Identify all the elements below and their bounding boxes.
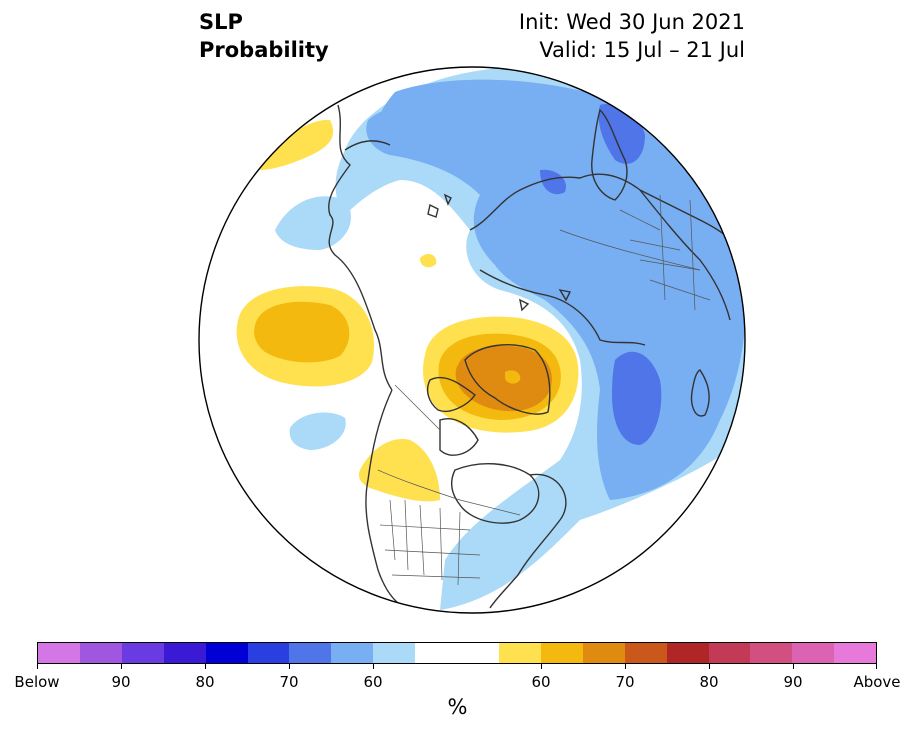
coastline-islands <box>427 193 572 312</box>
colorbar-tick <box>205 663 206 669</box>
border-russia <box>559 229 701 271</box>
colorbar-tick <box>876 663 877 669</box>
coastline-europe <box>639 189 731 321</box>
above-50-region-canada <box>358 439 440 502</box>
colorbar-tick <box>373 663 374 669</box>
below-50-region-pacific <box>275 196 351 250</box>
colorbar-labels: Below 90 80 70 60 60 70 80 90 Above <box>14 673 900 693</box>
colorbar-segment <box>163 643 206 663</box>
coastline-eurasia-north <box>469 173 741 256</box>
colorbar-unit: % <box>447 695 468 719</box>
colorbar-segment <box>121 643 164 663</box>
coastline-scandinavia <box>591 108 628 201</box>
forecast-dates: Init: Wed 30 Jun 2021 Valid: 15 Jul – 21… <box>519 8 745 64</box>
colorbar <box>37 642 877 664</box>
colorbar-tick-label: 60 <box>531 673 551 691</box>
colorbar-tick-label: 70 <box>615 673 635 691</box>
colorbar-tick-label: 80 <box>699 673 719 691</box>
above-50-region-bering <box>258 119 334 170</box>
colorbar-segment <box>666 643 709 663</box>
coastline-kamchatka <box>344 140 391 151</box>
colorbar-segment <box>792 643 835 663</box>
coastline-greenland <box>464 344 551 415</box>
colorbar-segment <box>415 643 458 663</box>
colorbar-segment <box>205 643 248 663</box>
border-europe <box>619 194 711 311</box>
colorbar-ticks <box>37 663 877 669</box>
init-date: Init: Wed 30 Jun 2021 <box>518 10 745 34</box>
title-line-2: Probability <box>199 38 329 62</box>
colorbar-segment <box>624 643 667 663</box>
colorbar-segment <box>750 643 793 663</box>
colorbar-tick <box>289 663 290 669</box>
colorbar-segment <box>79 643 122 663</box>
colorbar-tick <box>625 663 626 669</box>
colorbar-segment <box>708 643 751 663</box>
colorbar-segment <box>247 643 290 663</box>
coastline-alaska <box>328 104 393 391</box>
colorbar-tick <box>121 663 122 669</box>
colorbar-tick-label: Above <box>853 673 901 691</box>
valid-dates: Valid: 15 Jul – 21 Jul <box>539 38 745 62</box>
below-60-region-west <box>366 106 426 155</box>
colorbar-tick <box>793 663 794 669</box>
coastline-canadian-arctic <box>426 376 479 456</box>
colorbar-tick-label: 60 <box>363 673 383 691</box>
title-line-1: SLP <box>199 10 243 34</box>
colorbar-segment <box>498 643 541 663</box>
below-70-region-siberia <box>612 351 662 445</box>
colorbar-segment <box>289 643 332 663</box>
coastline-siberia-east <box>479 269 646 346</box>
below-50-region-pacific-south <box>289 412 346 450</box>
colorbar-segment <box>834 643 877 663</box>
colorbar-tick-label: 70 <box>279 673 299 691</box>
border-us-states <box>379 499 481 586</box>
below-70-region-russia <box>540 169 566 195</box>
coastline-hudson-bay <box>451 462 540 524</box>
colorbar-tick-label: Below <box>14 673 60 691</box>
above-60-region-pacific <box>254 301 350 363</box>
colorbar-segment <box>373 643 416 663</box>
colorbar-segment <box>540 643 583 663</box>
colorbar-tick <box>709 663 710 669</box>
coastline-north-america-west <box>365 389 411 611</box>
border-canada-us <box>377 469 521 516</box>
colorbar-tick-label: 80 <box>195 673 215 691</box>
map-title: SLP Probability <box>199 8 329 64</box>
colorbar-tick <box>37 663 38 669</box>
coastline-north-america-east <box>489 473 567 609</box>
globe-outline <box>198 66 746 614</box>
probability-field <box>199 67 745 613</box>
colorbar-segment <box>331 643 374 663</box>
colorbar-tick <box>541 663 542 669</box>
polar-map <box>198 66 746 614</box>
political-borders <box>377 194 711 586</box>
coastline-japan-region <box>690 369 710 417</box>
above-70-region-greenland <box>455 345 552 412</box>
colorbar-segment <box>457 643 499 663</box>
above-50-spot <box>420 253 437 268</box>
colorbar-tick-label: 90 <box>783 673 803 691</box>
coastlines <box>328 104 741 611</box>
above-80-spot <box>505 370 521 384</box>
colorbar-segment <box>38 643 80 663</box>
border-alaska-canada <box>394 384 441 431</box>
colorbar-segment <box>582 643 625 663</box>
colorbar-tick-label: 90 <box>111 673 131 691</box>
